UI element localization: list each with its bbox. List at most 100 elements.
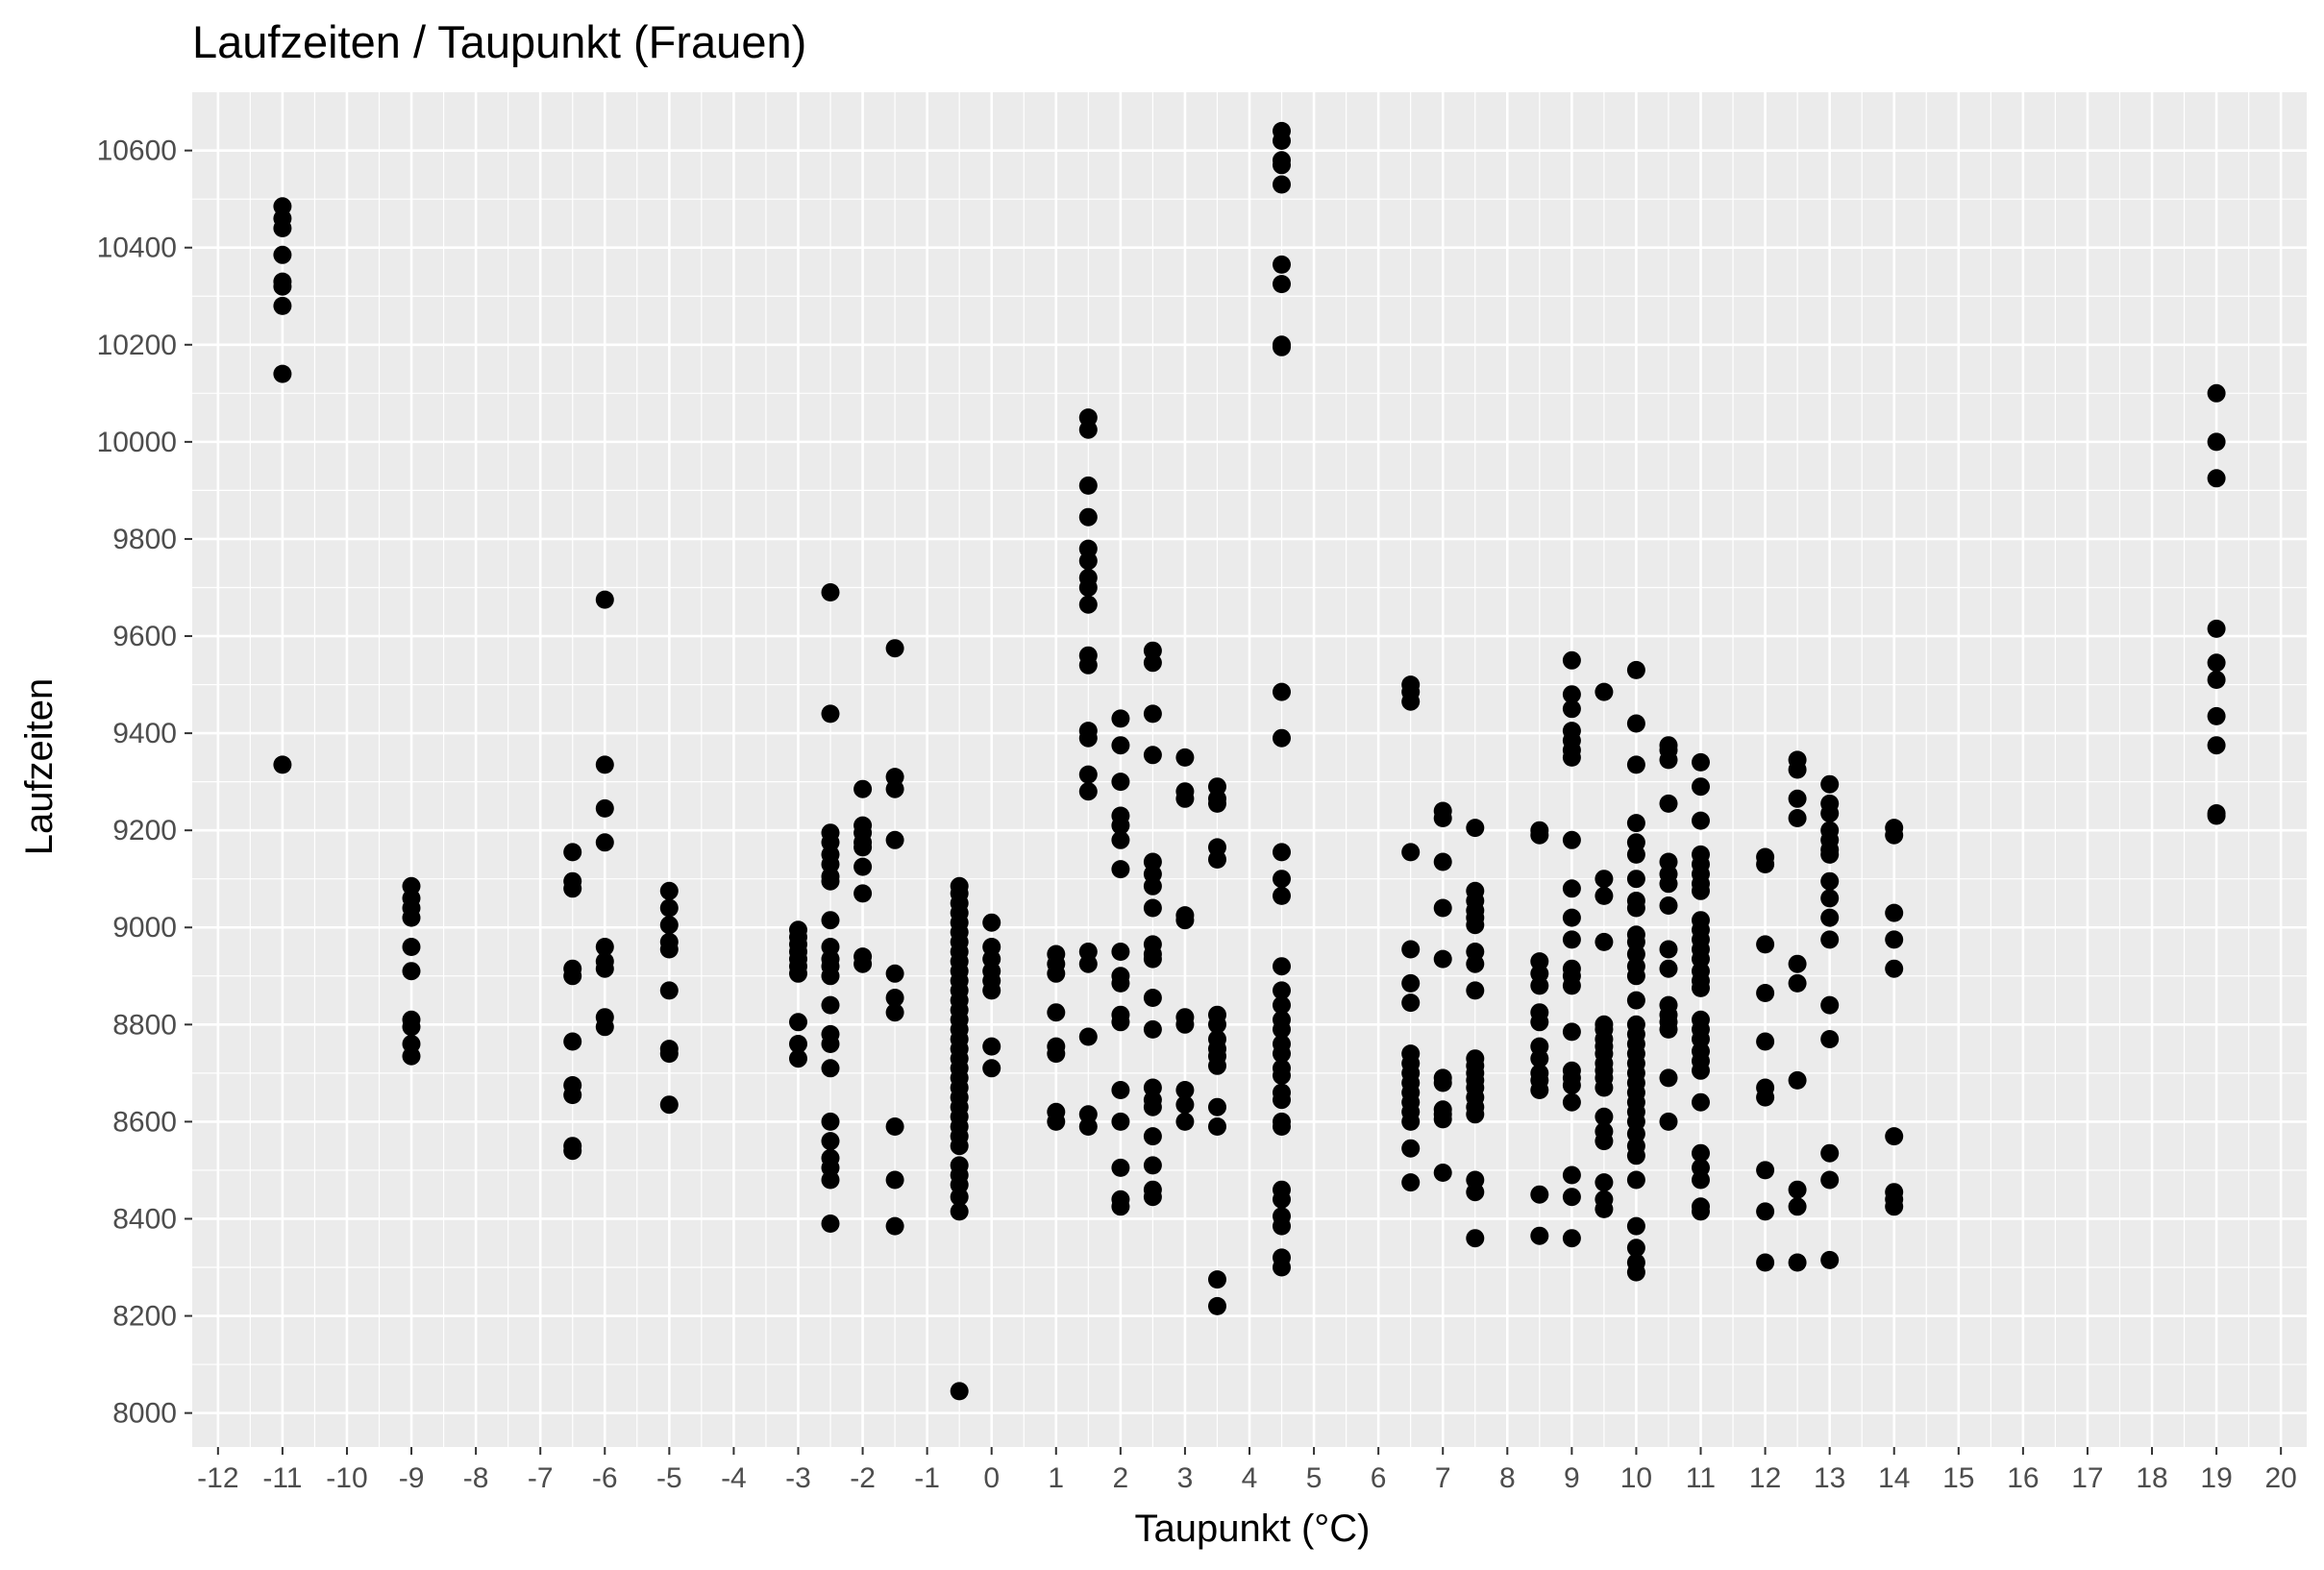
- y-tick-label: 8200: [112, 1301, 177, 1333]
- data-point: [1401, 973, 1421, 993]
- data-point: [273, 364, 292, 383]
- data-point: [1788, 1180, 1807, 1199]
- x-tick-label: 20: [2264, 1462, 2296, 1494]
- data-point: [2207, 671, 2226, 689]
- x-tick-label: -1: [914, 1462, 940, 1494]
- data-point: [1562, 748, 1581, 767]
- data-point: [853, 838, 873, 857]
- data-point: [1820, 930, 1840, 949]
- data-point: [659, 940, 679, 959]
- data-point: [1562, 685, 1581, 704]
- data-point: [1595, 1199, 1614, 1218]
- data-point: [1047, 1112, 1066, 1131]
- data-point: [1111, 736, 1130, 755]
- data-point: [1820, 774, 1840, 794]
- data-point: [1143, 1188, 1162, 1207]
- data-point: [1530, 1081, 1549, 1099]
- x-tick-label: 16: [2007, 1462, 2039, 1494]
- data-point: [1273, 957, 1291, 976]
- data-point: [1466, 819, 1485, 838]
- y-tick-label: 8800: [112, 1009, 177, 1041]
- y-tick-label: 9400: [112, 718, 177, 749]
- x-tick-label: -5: [656, 1462, 682, 1494]
- data-point: [1820, 1170, 1840, 1190]
- data-point: [659, 881, 679, 900]
- data-point: [1401, 994, 1421, 1013]
- data-point: [1788, 760, 1807, 779]
- data-point: [1626, 1146, 1645, 1165]
- x-tick-label: 9: [1564, 1462, 1580, 1494]
- data-point: [885, 830, 904, 849]
- data-point: [1433, 1110, 1452, 1129]
- y-tick-label: 9800: [112, 524, 177, 555]
- data-point: [1208, 1015, 1226, 1034]
- data-point: [1530, 976, 1549, 995]
- data-point: [1143, 989, 1162, 1007]
- data-point: [1820, 845, 1840, 864]
- data-point: [1466, 916, 1485, 935]
- data-point: [1208, 1117, 1226, 1136]
- data-point: [1562, 1092, 1581, 1112]
- data-point: [1273, 255, 1291, 274]
- data-point: [1111, 1013, 1130, 1032]
- x-tick-label: 11: [1686, 1462, 1716, 1494]
- data-point: [1756, 1161, 1775, 1180]
- data-point: [595, 798, 614, 818]
- data-point: [1273, 728, 1291, 748]
- data-point: [1885, 930, 1904, 949]
- data-point: [1175, 1081, 1195, 1099]
- data-point: [1562, 930, 1581, 949]
- data-point: [1692, 881, 1710, 900]
- data-point: [885, 779, 904, 798]
- data-point: [950, 1202, 969, 1221]
- data-point: [563, 1086, 582, 1105]
- data-point: [821, 1112, 840, 1131]
- data-point: [853, 857, 873, 876]
- data-point: [1466, 954, 1485, 973]
- data-point: [1820, 908, 1840, 927]
- data-point: [1659, 1068, 1678, 1088]
- data-point: [1111, 973, 1130, 993]
- data-point: [595, 1018, 614, 1037]
- data-point: [402, 908, 421, 927]
- data-point: [1433, 1164, 1452, 1182]
- data-point: [273, 277, 292, 296]
- data-point: [1562, 650, 1581, 670]
- data-point: [1078, 1117, 1098, 1136]
- data-point: [1885, 1127, 1904, 1146]
- data-point: [1692, 978, 1710, 997]
- data-point: [1885, 903, 1904, 922]
- data-point: [1562, 1188, 1581, 1207]
- data-point: [595, 938, 614, 956]
- data-point: [1273, 886, 1291, 905]
- data-point: [1433, 809, 1452, 827]
- data-point: [982, 1037, 1001, 1056]
- x-tick-label: -6: [592, 1462, 618, 1494]
- data-point: [950, 1188, 969, 1207]
- data-point: [1595, 1173, 1614, 1192]
- data-point: [1626, 660, 1645, 679]
- data-point: [821, 1035, 840, 1053]
- data-point: [1530, 1226, 1549, 1245]
- data-point: [1273, 995, 1291, 1015]
- x-tick-label: -12: [197, 1462, 238, 1494]
- data-point: [821, 1170, 840, 1190]
- data-point: [659, 1044, 679, 1064]
- x-tick-label: 19: [2200, 1462, 2232, 1494]
- data-point: [563, 843, 582, 862]
- data-point: [1659, 750, 1678, 770]
- data-point: [885, 1117, 904, 1136]
- data-point: [1788, 789, 1807, 808]
- data-point: [1595, 1132, 1614, 1151]
- x-tick-label: 4: [1242, 1462, 1258, 1494]
- data-point: [1047, 964, 1066, 983]
- data-point: [1208, 1296, 1226, 1315]
- data-point: [1273, 337, 1291, 356]
- data-point: [2207, 469, 2226, 488]
- data-point: [1885, 1197, 1904, 1216]
- data-point: [1401, 1139, 1421, 1158]
- x-tick-label: 13: [1814, 1462, 1845, 1494]
- data-point: [563, 879, 582, 898]
- data-point: [1626, 1216, 1645, 1236]
